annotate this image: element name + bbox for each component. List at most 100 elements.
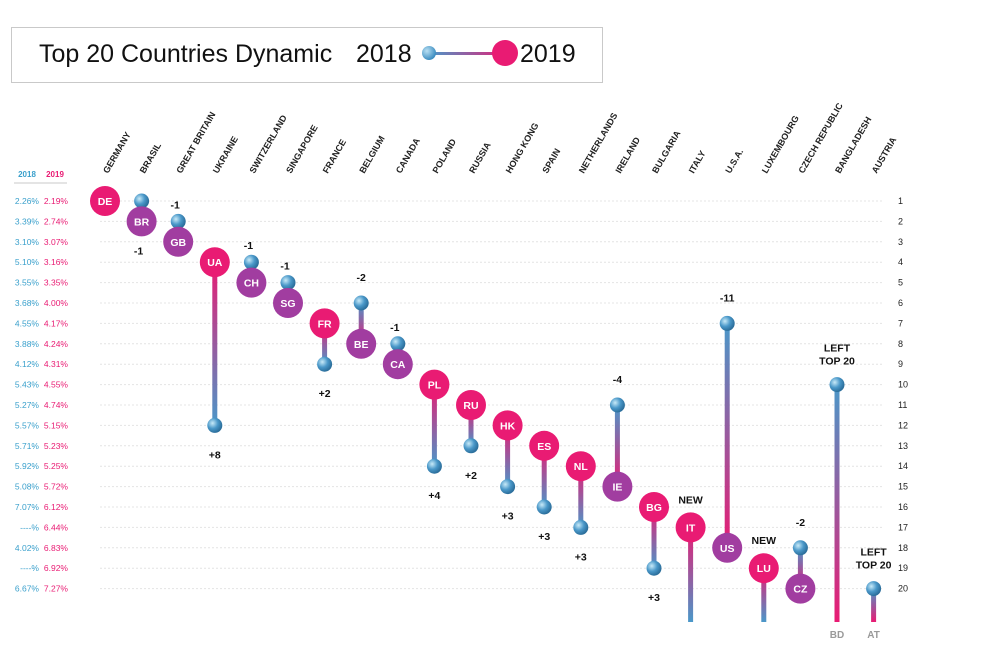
rank-label: 11 <box>898 400 907 410</box>
country-label: NETHERLANDS <box>577 111 620 175</box>
point-2018-sg <box>280 275 296 291</box>
point-2019-ie <box>602 471 633 502</box>
country-code-cz: CZ <box>793 584 808 596</box>
value-2019: 3.07% <box>44 237 69 247</box>
change-label: +3 <box>502 511 514 523</box>
value-2018: 4.12% <box>15 359 40 369</box>
value-2019: 4.74% <box>44 400 69 410</box>
value-2018: 5.27% <box>15 400 40 410</box>
point-2019-it <box>675 512 706 543</box>
connector-bg <box>651 507 657 569</box>
connector-hk <box>505 425 511 487</box>
point-2019-ru <box>456 390 486 420</box>
change-label: -1 <box>171 199 180 211</box>
rank-label: 12 <box>898 420 908 430</box>
country-label: SINGAPORE <box>284 123 320 175</box>
country-label: RUSSIA <box>467 140 493 175</box>
country-label: SWITZERLAND <box>247 113 289 175</box>
connector-bd <box>834 384 840 622</box>
country-label: BRASIL <box>138 141 164 175</box>
point-2019-lu <box>748 553 779 584</box>
value-2019: 2.74% <box>44 216 69 226</box>
change-label: -1 <box>244 240 253 252</box>
country-label: HONG KONG <box>504 121 541 175</box>
point-2018-hk <box>500 479 516 495</box>
value-2019: 4.24% <box>44 339 69 349</box>
country-code-hk: HK <box>500 420 516 432</box>
change-label: -1 <box>280 261 289 273</box>
point-2018-bg <box>646 560 662 576</box>
rank-label: 16 <box>898 502 908 512</box>
change-label: +4 <box>428 490 440 502</box>
point-2018-ru <box>463 438 479 454</box>
country-code-ua: UA <box>207 257 223 269</box>
country-label: BANGLADESH <box>833 115 873 175</box>
change-label-2: TOP 20 <box>819 356 855 368</box>
point-2018-be <box>353 295 369 311</box>
value-2019: 4.00% <box>44 298 69 308</box>
change-label: LEFT <box>860 547 887 559</box>
rank-label: 7 <box>898 318 903 328</box>
country-code-bd: BD <box>830 630 844 641</box>
rank-label: 9 <box>898 359 903 369</box>
country-code-pl: PL <box>428 380 442 392</box>
country-code-fr: FR <box>318 318 332 330</box>
rank-label: 5 <box>898 278 903 288</box>
point-2019-pl <box>419 369 450 400</box>
connector-ua <box>212 262 218 426</box>
country-code-es: ES <box>537 441 551 453</box>
connector-at <box>871 588 877 622</box>
value-2018: 3.55% <box>15 278 40 288</box>
value-2018: ----% <box>20 522 39 532</box>
point-2019-sg <box>273 288 303 318</box>
connector-ie <box>614 405 620 487</box>
connector-es <box>541 445 547 507</box>
country-label: BULGARIA <box>650 128 683 175</box>
country-label: GERMANY <box>101 130 133 175</box>
value-2019: 3.16% <box>44 257 69 267</box>
country-label: CANADA <box>394 136 422 175</box>
change-label: +3 <box>648 592 660 604</box>
country-label: FRANCE <box>321 138 348 175</box>
value-2018: 4.02% <box>15 543 40 553</box>
change-label: +8 <box>209 449 221 461</box>
point-2019-bg <box>639 492 669 522</box>
country-code-sg: SG <box>280 298 295 310</box>
value-2018: 3.68% <box>15 298 40 308</box>
connector-pl <box>431 384 437 467</box>
country-code-ru: RU <box>463 400 478 412</box>
rank-label: 2 <box>898 216 903 226</box>
country-label: IRELAND <box>613 135 642 175</box>
point-2019-nl <box>565 451 596 482</box>
value-2019: 6.83% <box>44 543 69 553</box>
point-2018-pl <box>426 458 442 474</box>
value-2018: 5.71% <box>15 441 40 451</box>
value-2018: 5.92% <box>15 461 40 471</box>
country-code-br: BR <box>134 216 150 228</box>
country-code-be: BE <box>354 339 369 351</box>
country-code-nl: NL <box>574 461 589 473</box>
point-2018-gb <box>170 213 186 229</box>
value-2019: 4.55% <box>44 380 69 390</box>
country-code-ie: IE <box>612 482 622 494</box>
point-2019-ca <box>382 349 413 380</box>
change-label: NEW <box>752 535 777 547</box>
value-2019: 5.72% <box>44 482 69 492</box>
point-2019-ch <box>236 267 267 298</box>
value-2018: 5.08% <box>15 482 40 492</box>
point-2018-bd <box>829 377 845 393</box>
point-2019-gb <box>163 226 194 257</box>
rank-label: 4 <box>898 257 903 267</box>
change-label-2: TOP 20 <box>856 560 892 572</box>
point-2018-ch <box>243 254 259 270</box>
value-2019: 4.17% <box>44 318 69 328</box>
country-label: BELGIUM <box>357 134 386 175</box>
country-label: UKRAINE <box>211 134 240 175</box>
country-code-ch: CH <box>244 278 259 290</box>
point-2018-cz <box>792 540 808 556</box>
point-2019-br <box>126 206 157 237</box>
value-2019: 3.35% <box>44 278 69 288</box>
rank-label: 19 <box>898 563 908 573</box>
rank-label: 15 <box>898 482 908 492</box>
